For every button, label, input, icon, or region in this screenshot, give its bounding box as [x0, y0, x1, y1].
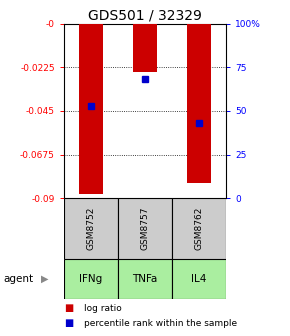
Bar [187, 24, 211, 183]
Bar [172, 198, 226, 259]
Bar [133, 24, 157, 72]
Bar [172, 259, 226, 299]
Bar [64, 259, 118, 299]
Text: TNFa: TNFa [132, 274, 158, 284]
Text: GSM8752: GSM8752 [86, 207, 95, 250]
Text: ▶: ▶ [41, 274, 49, 284]
Text: agent: agent [3, 274, 33, 284]
Bar [64, 198, 118, 259]
Text: IFNg: IFNg [79, 274, 102, 284]
Title: GDS501 / 32329: GDS501 / 32329 [88, 8, 202, 23]
Bar [118, 259, 172, 299]
Bar [118, 198, 172, 259]
Bar [79, 24, 103, 194]
Text: GSM8757: GSM8757 [140, 207, 150, 250]
Text: log ratio: log ratio [84, 304, 122, 313]
Text: ■: ■ [64, 318, 73, 328]
Text: percentile rank within the sample: percentile rank within the sample [84, 319, 237, 328]
Text: IL4: IL4 [191, 274, 207, 284]
Text: ■: ■ [64, 303, 73, 313]
Text: GSM8762: GSM8762 [195, 207, 204, 250]
